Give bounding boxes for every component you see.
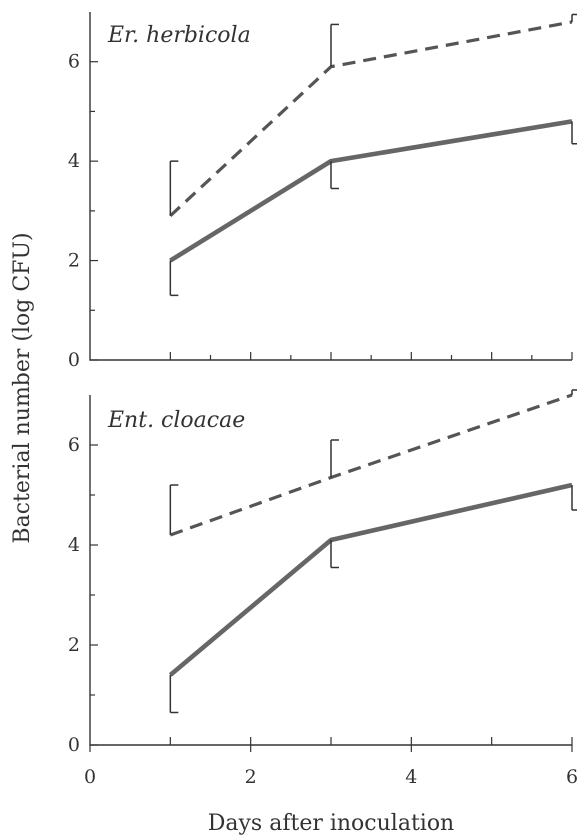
y-tick-label: 2 <box>68 634 80 656</box>
x-tick-label: 6 <box>566 766 577 788</box>
x-tick-label: 4 <box>405 766 417 788</box>
x-tick-label: 0 <box>84 766 96 788</box>
panel-er-herbicola-y-ticks: 0 2 4 6 <box>68 51 98 371</box>
y-tick-label: 2 <box>68 250 80 272</box>
solid-series-line <box>169 119 573 263</box>
x-tick-label: 2 <box>245 766 257 788</box>
panel-ent-cloacae-series <box>168 389 577 714</box>
y-tick-label: 0 <box>68 349 80 371</box>
dashed-series-line <box>169 20 573 218</box>
panel-ent-cloacae-x-tick-labels: 0 2 4 6 <box>84 745 577 788</box>
panel-title: Er. herbicola <box>107 23 251 48</box>
panel-ent-cloacae-y-ticks: 0 2 4 6 <box>68 434 98 756</box>
y-tick-label: 4 <box>68 534 80 556</box>
y-tick-label: 6 <box>68 51 80 73</box>
panel-title: Ent. cloacae <box>107 408 245 433</box>
panel-ent-cloacae: 0 2 4 6 0 2 4 6 Ent. cloacae <box>68 389 577 788</box>
y-axis-title: Bacterial number (log CFU) <box>10 232 35 543</box>
panel-ent-cloacae-x-ticks <box>169 737 573 745</box>
y-tick-label: 4 <box>68 150 80 172</box>
y-tick-label: 6 <box>68 434 80 456</box>
panel-er-herbicola-series <box>169 13 577 297</box>
panel-er-herbicola: 0 2 4 6 Er. herbicola <box>68 12 577 371</box>
x-axis-title: Days after inoculation <box>208 811 454 836</box>
panel-er-herbicola-x-ticks <box>169 352 573 360</box>
y-tick-label: 0 <box>68 734 80 756</box>
